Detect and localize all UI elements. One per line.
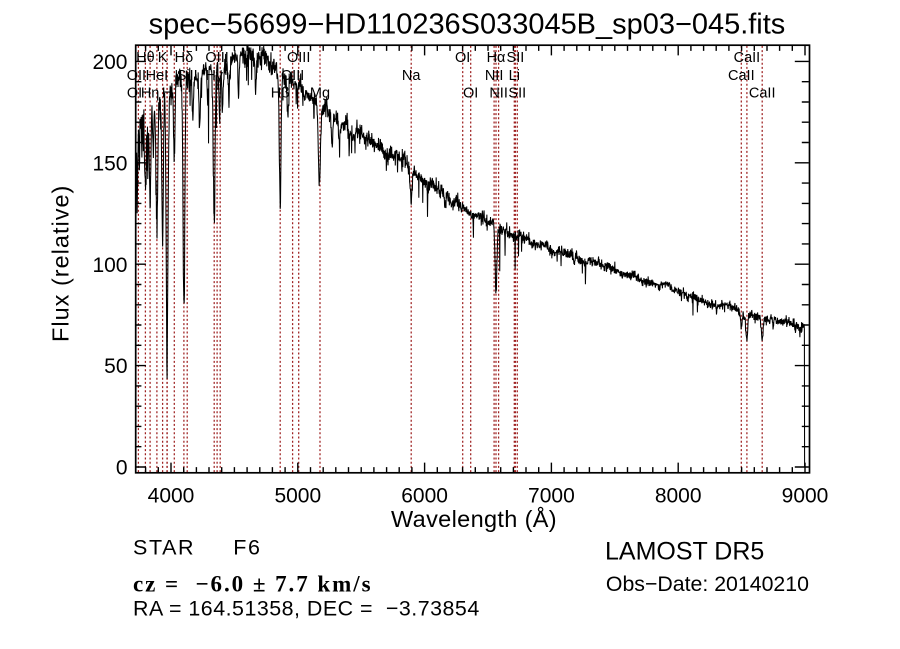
svg-text:OIII: OIII [205,50,228,66]
svg-text:6000: 6000 [401,485,448,508]
svg-text:Obs−Date: 20140210: Obs−Date: 20140210 [606,572,809,596]
svg-text:CaII: CaII [728,68,755,84]
svg-text:OI: OI [463,85,478,101]
svg-text:Hβ: Hβ [271,85,290,101]
svg-text:OIII: OIII [287,50,310,66]
svg-text:NII: NII [485,68,504,84]
svg-text:OII: OII [127,68,146,84]
svg-text:F6: F6 [233,536,261,560]
svg-text:H: H [162,85,172,101]
svg-text:NII: NII [489,85,508,101]
svg-text:200: 200 [92,51,127,74]
svg-text:Hδ: Hδ [175,50,194,66]
svg-text:Hγ: Hγ [205,68,223,84]
svg-text:OI: OI [455,50,470,66]
svg-text:CaII: CaII [734,50,761,66]
svg-text:7000: 7000 [528,485,575,508]
svg-text:Wavelength (Å): Wavelength (Å) [391,505,557,532]
svg-text:cz = −6.0 ± 7.7 km/s: cz = −6.0 ± 7.7 km/s [133,571,373,596]
svg-text:RA = 164.51358, DEC = −3.7385: RA = 164.51358, DEC = −3.73854 [133,597,480,621]
svg-text:SiII: SiII [177,68,198,84]
svg-text:100: 100 [92,254,127,277]
svg-text:Hθ: Hθ [136,50,155,66]
svg-text:K: K [158,50,168,66]
svg-text:OIII: OIII [281,68,304,84]
svg-text:CaII: CaII [749,85,776,101]
svg-text:OI: OI [127,85,142,101]
svg-text:Flux (relative): Flux (relative) [47,185,73,342]
svg-text:Hη: Hη [141,85,160,101]
svg-text:50: 50 [104,355,127,378]
svg-text:SII: SII [508,85,526,101]
svg-text:Na: Na [402,68,421,84]
svg-text:150: 150 [92,152,127,175]
svg-text:5000: 5000 [274,485,321,508]
svg-text:4000: 4000 [148,485,195,508]
svg-text:Mg: Mg [310,85,330,101]
svg-text:Li: Li [509,68,520,84]
svg-text:LAMOST DR5: LAMOST DR5 [605,538,764,566]
svg-text:HeI: HeI [146,68,169,84]
svg-text:STAR: STAR [133,536,195,560]
svg-text:0: 0 [116,457,128,480]
svg-text:8000: 8000 [655,485,702,508]
svg-text:SII: SII [507,50,525,66]
svg-text:spec−56699−HD110236S033045B_sp: spec−56699−HD110236S033045B_sp03−045.fit… [149,8,786,40]
svg-text:9000: 9000 [782,485,829,508]
svg-text:Hα: Hα [487,50,506,66]
